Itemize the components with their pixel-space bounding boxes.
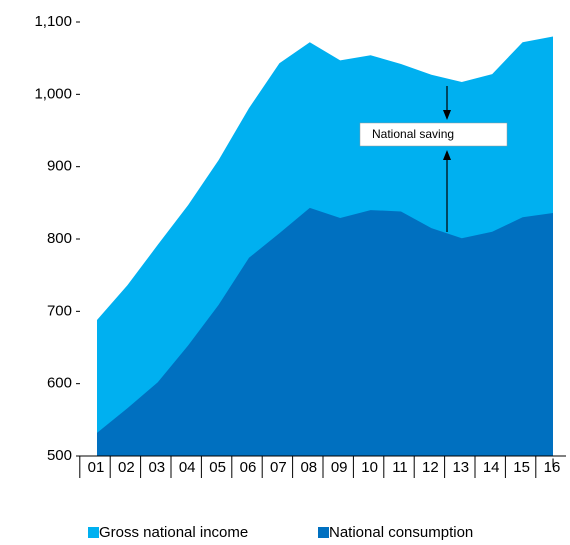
y-tick-label: 600 [47, 375, 72, 392]
arrow-head [443, 110, 451, 120]
legend-swatch [88, 527, 99, 538]
x-tick-label: 09 [331, 459, 348, 476]
legend-label: Gross national income [99, 524, 248, 541]
y-tick-label: 1,000 [34, 85, 72, 102]
area [97, 207, 553, 456]
y-tick-label: 900 [47, 158, 72, 175]
y-tick-label: 1,100 [34, 13, 72, 30]
x-tick-label: 05 [209, 459, 226, 476]
x-tick-label: 06 [240, 459, 257, 476]
x-tick-label: 13 [452, 459, 469, 476]
x-tick-label: 16 [544, 459, 561, 476]
areas [97, 36, 553, 456]
x-tick-label: 15 [513, 459, 530, 476]
x-tick-label: 12 [422, 459, 439, 476]
y-tick-label: 700 [47, 302, 72, 319]
legend-label: National consumption [329, 524, 473, 541]
x-tick-label: 01 [88, 459, 105, 476]
x-tick-label: 02 [118, 459, 135, 476]
x-tick-label: 04 [179, 459, 196, 476]
x-tick-label: 03 [148, 459, 165, 476]
annotation: National saving [372, 127, 454, 141]
x-tick-label: 11 [392, 459, 408, 476]
period-label: I [551, 456, 554, 470]
x-tick-label: 10 [361, 459, 378, 476]
y-tick-label: 800 [47, 230, 72, 247]
arrow-head [443, 150, 451, 160]
x-tick-label: 08 [300, 459, 317, 476]
y-tick-label: 500 [47, 447, 72, 464]
x-tick-label: 07 [270, 459, 287, 476]
annotation-box [359, 122, 508, 147]
x-tick-label: 14 [483, 459, 500, 476]
legend-swatch [318, 527, 329, 538]
